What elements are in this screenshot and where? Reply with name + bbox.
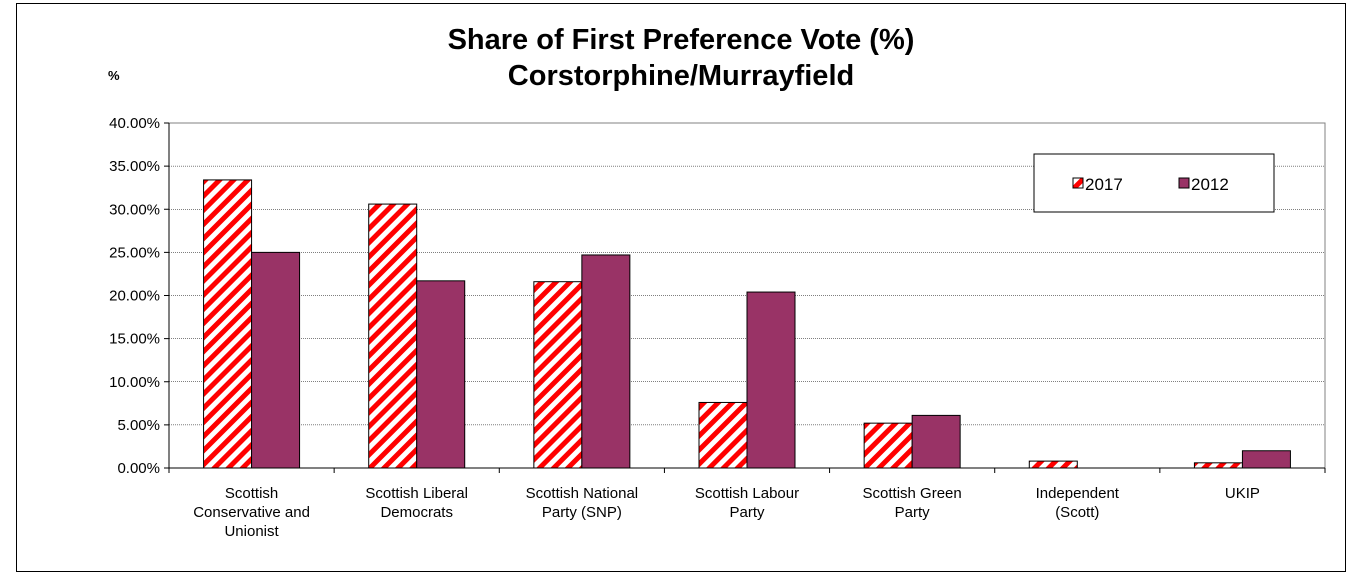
y-tick-label: 35.00% <box>109 158 160 175</box>
y-tick-label: 10.00% <box>109 374 160 391</box>
legend-label-2012: 2012 <box>1191 175 1229 194</box>
legend-label-2017: 2017 <box>1085 175 1123 194</box>
y-tick-label: 0.00% <box>117 460 160 477</box>
bar-2017-3 <box>698 401 748 469</box>
y-tick-label: 5.00% <box>117 417 160 434</box>
y-tick-label: 15.00% <box>109 331 160 348</box>
x-category-label: UKIP <box>1225 485 1260 502</box>
bar-2017-5 <box>1028 460 1078 469</box>
x-category-label: (Scott) <box>1055 504 1099 521</box>
bar-2012-2 <box>581 254 631 469</box>
y-axis-label: % <box>108 68 120 83</box>
x-category-label: Scottish Labour <box>695 485 799 502</box>
y-tick-label: 20.00% <box>109 288 160 305</box>
bar-2017-6 <box>1193 462 1243 469</box>
bar-2017-2 <box>533 281 583 469</box>
y-tick-label: 40.00% <box>109 115 160 132</box>
legend-swatch-2012 <box>1178 177 1190 189</box>
bar-2012-0 <box>251 251 301 469</box>
x-category-label: Scottish Liberal <box>365 485 468 502</box>
chart-title: Share of First Preference Vote (%) Corst… <box>0 22 1362 94</box>
x-category-label: Scottish Green <box>863 485 962 502</box>
chart-title-line2: Corstorphine/Murrayfield <box>507 60 855 92</box>
bar-2017-4 <box>863 422 913 469</box>
x-category-label: Conservative and <box>193 504 310 521</box>
y-tick-label: 25.00% <box>109 244 160 261</box>
bar-2012-6 <box>1241 450 1291 469</box>
legend-swatch-2017 <box>1072 177 1084 189</box>
chart-title-line1: Share of First Preference Vote (%) <box>447 24 915 56</box>
x-category-label: Democrats <box>380 504 453 521</box>
x-category-label: Party (SNP) <box>542 504 622 521</box>
x-category-label: Scottish National <box>526 485 639 502</box>
x-category-label: Independent <box>1036 485 1120 502</box>
legend-box <box>1033 153 1275 213</box>
x-category-label: Party <box>895 504 931 521</box>
bar-2017-0 <box>203 179 253 469</box>
bar-2012-1 <box>416 280 466 469</box>
x-category-label: Unionist <box>224 523 279 540</box>
x-category-label: Party <box>729 504 765 521</box>
bar-2012-3 <box>746 291 796 469</box>
x-category-label: Scottish <box>225 485 278 502</box>
bar-2012-4 <box>911 414 961 469</box>
y-tick-label: 30.00% <box>109 201 160 218</box>
bar-2017-1 <box>368 203 418 469</box>
